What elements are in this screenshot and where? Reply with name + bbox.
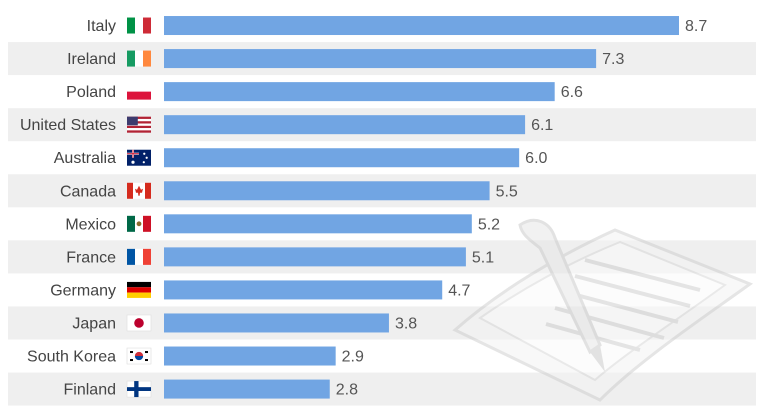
category-labels: Italy Ireland Poland United States Australia… <box>20 18 116 399</box>
bars <box>164 16 679 399</box>
germany-flag-icon <box>127 281 151 298</box>
bar <box>164 82 555 102</box>
category-label: Germany <box>50 282 116 299</box>
flags <box>126 17 152 398</box>
category-label: Ireland <box>67 51 116 68</box>
bar <box>164 379 330 399</box>
row-stripe <box>8 372 756 406</box>
category-label: Poland <box>66 84 116 101</box>
category-label: Mexico <box>65 216 116 233</box>
bar <box>164 16 679 36</box>
value-label: 2.8 <box>336 382 358 399</box>
category-label: France <box>66 249 116 266</box>
ireland-flag-icon <box>127 50 151 67</box>
bar <box>164 49 597 69</box>
south-korea-flag-icon <box>126 347 152 365</box>
bar <box>164 181 490 201</box>
canada-flag-icon <box>127 182 151 199</box>
category-label: Italy <box>87 18 116 35</box>
value-label: 7.3 <box>602 51 624 68</box>
bar <box>164 247 466 267</box>
bar <box>164 280 443 300</box>
bar <box>164 346 336 366</box>
category-label: United States <box>20 117 116 134</box>
japan-flag-icon <box>126 314 152 332</box>
united-states-flag-icon <box>127 116 151 133</box>
document-with-pen-icon <box>452 219 754 402</box>
poland-flag-icon <box>127 83 151 100</box>
bar <box>164 148 520 168</box>
value-label: 5.1 <box>472 249 494 266</box>
value-label: 3.8 <box>395 315 417 332</box>
france-flag-icon <box>127 248 151 265</box>
value-label: 8.7 <box>685 18 707 35</box>
bar <box>164 115 526 135</box>
bar <box>164 313 389 333</box>
value-label: 6.1 <box>531 117 553 134</box>
value-label: 4.7 <box>448 282 470 299</box>
category-label: Finland <box>64 382 116 399</box>
finland-flag-icon <box>126 380 152 398</box>
value-label: 2.9 <box>342 349 364 366</box>
value-label: 6.6 <box>561 84 583 101</box>
category-label: Canada <box>60 183 116 200</box>
value-labels: 8.7 7.3 6.6 6.1 6.0 5.5 5.2 5.14.7 3.8 2.9 2.8 <box>336 18 708 399</box>
mexico-flag-icon <box>127 215 151 232</box>
bar <box>164 214 472 234</box>
category-label: Japan <box>72 315 116 332</box>
category-label: South Korea <box>27 349 116 366</box>
value-label: 5.5 <box>496 183 518 200</box>
value-label: 5.2 <box>478 216 500 233</box>
category-label: Australia <box>54 150 116 167</box>
australia-flag-icon <box>127 149 151 166</box>
italy-flag-icon <box>127 17 151 34</box>
value-label: 6.0 <box>525 150 547 167</box>
